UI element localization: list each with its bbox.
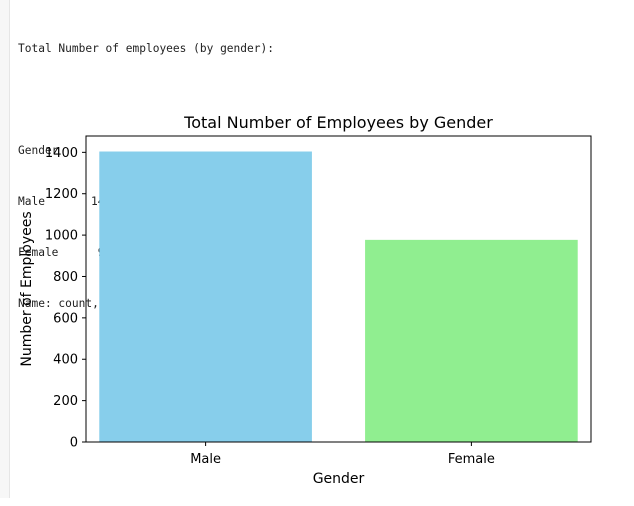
y-tick-label: 1400 bbox=[45, 146, 78, 161]
y-tick-label: 400 bbox=[53, 353, 78, 368]
chart-title: Total Number of Employees by Gender bbox=[183, 113, 493, 132]
plot-frame bbox=[85, 135, 592, 443]
y-axis-label: Number of Employees bbox=[19, 211, 35, 366]
x-tick-label: Female bbox=[448, 452, 495, 467]
bar-male bbox=[99, 151, 312, 442]
y-tick-label: 800 bbox=[53, 270, 78, 285]
cell-gutter bbox=[0, 0, 10, 498]
bar-female bbox=[365, 239, 578, 442]
x-tick-label: Male bbox=[190, 452, 221, 467]
console-row-label: Male bbox=[18, 195, 45, 208]
y-tick-label: 0 bbox=[70, 436, 78, 451]
x-axis-label: Gender bbox=[313, 471, 365, 487]
console-index-name: Gender bbox=[18, 144, 59, 157]
y-tick-label: 200 bbox=[53, 394, 78, 409]
y-tick-label: 1200 bbox=[45, 187, 78, 202]
y-tick-label: 600 bbox=[53, 311, 78, 326]
y-tick-label: 1000 bbox=[45, 229, 78, 244]
console-row-label: Female bbox=[18, 246, 59, 259]
console-header: Total Number of employees (by gender): bbox=[18, 42, 274, 55]
